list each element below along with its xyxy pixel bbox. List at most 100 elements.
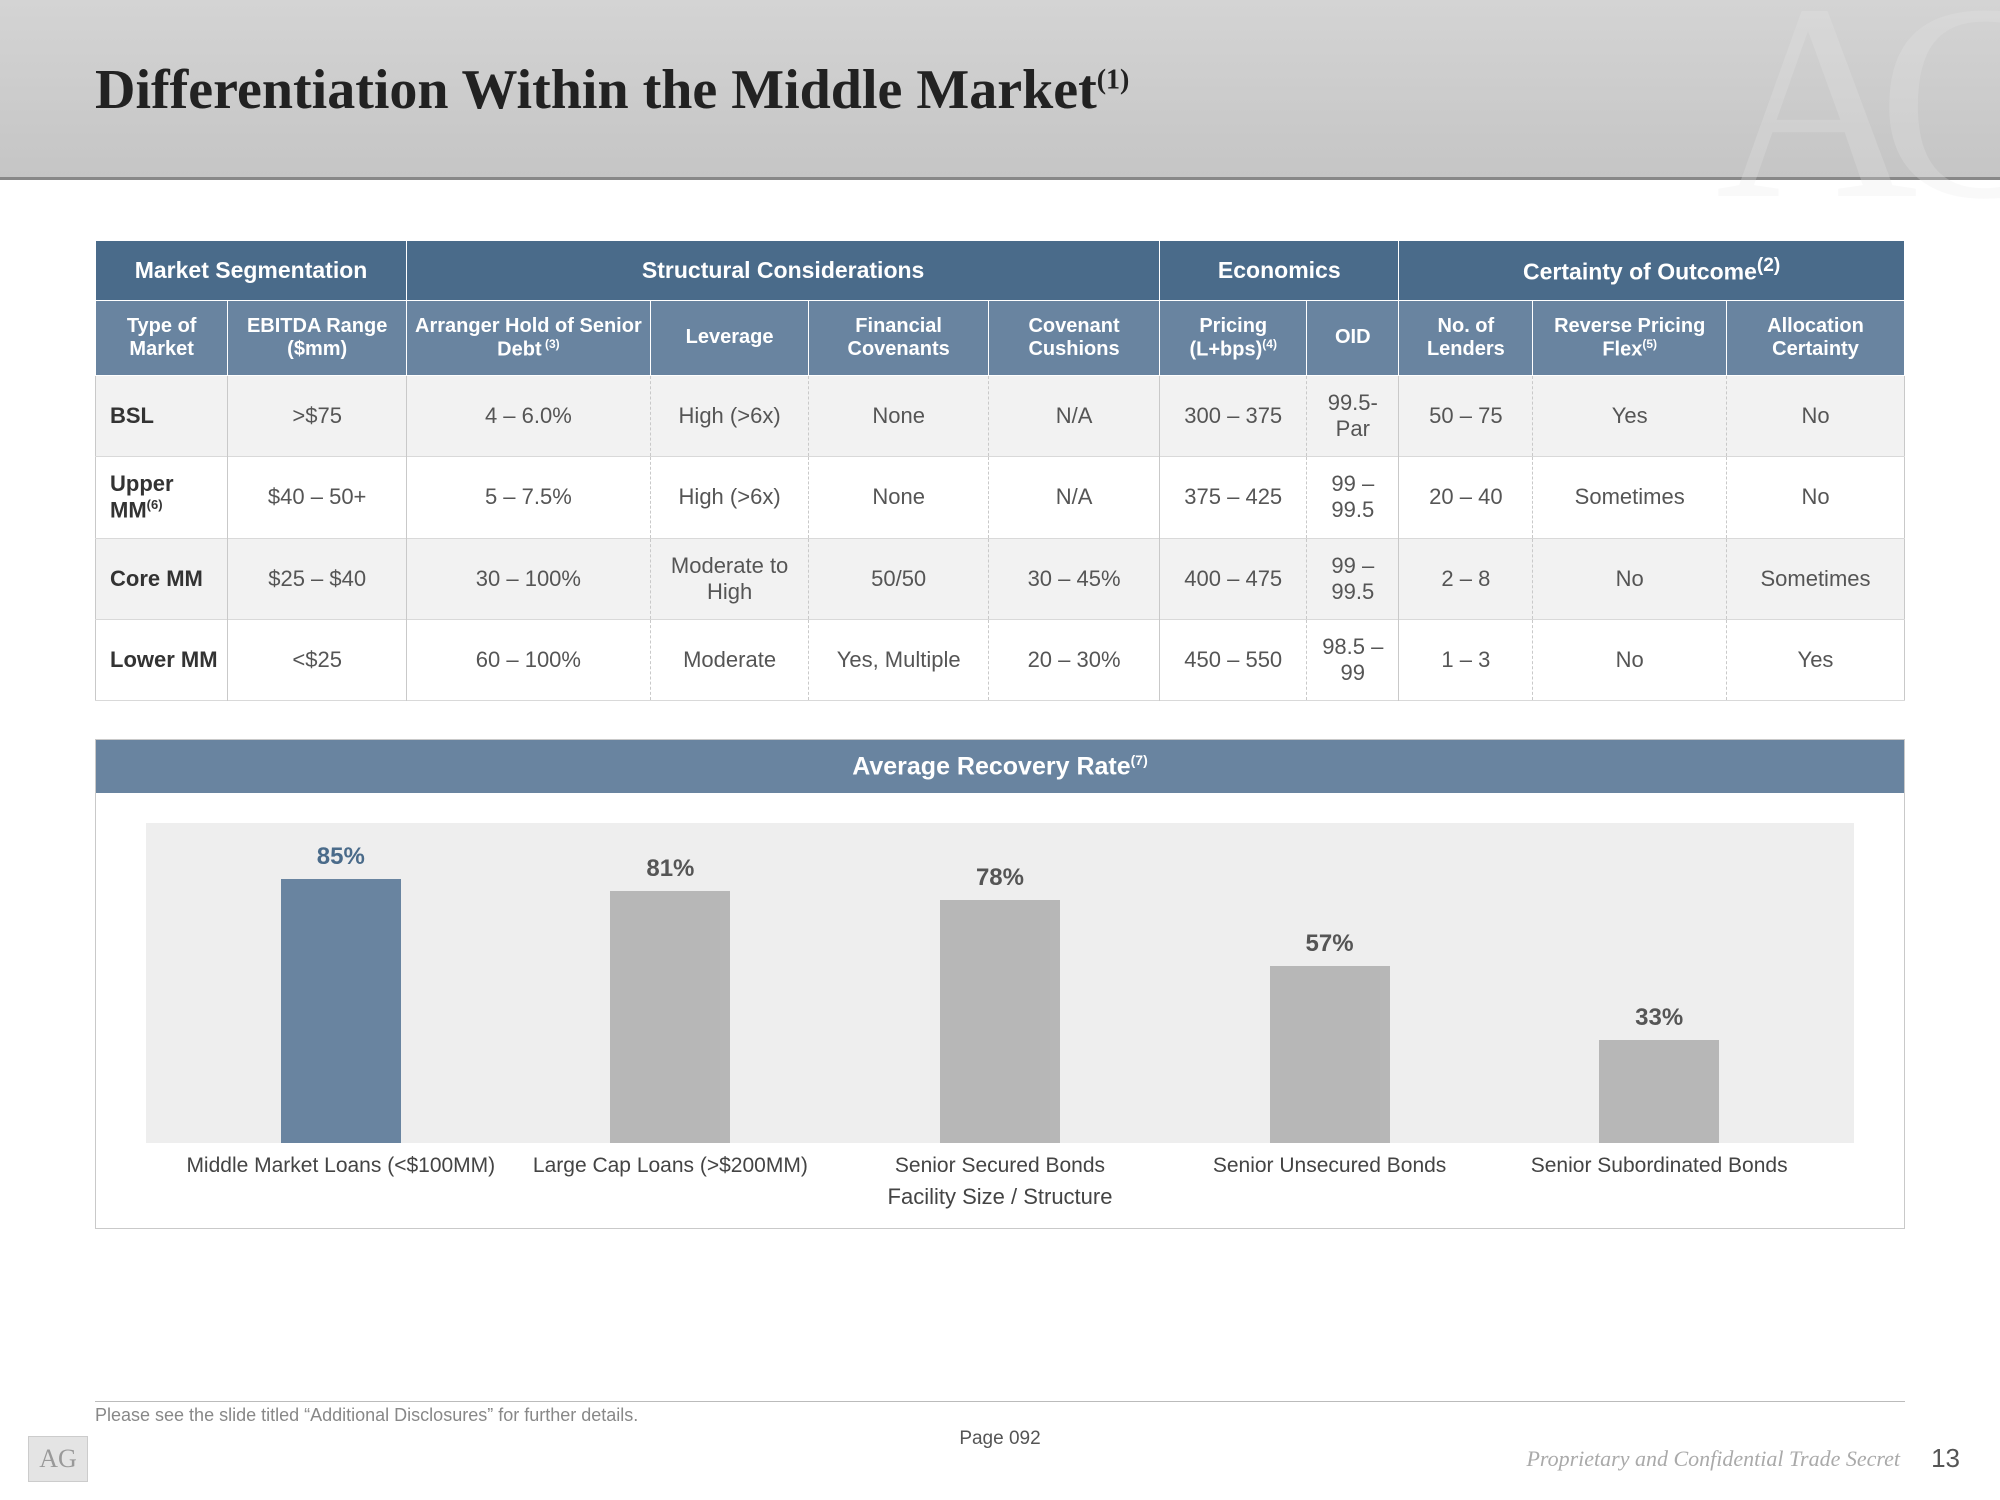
table-cell: 375 – 425 — [1160, 457, 1307, 538]
table-cell: 20 – 30% — [988, 619, 1159, 700]
bar — [940, 900, 1060, 1143]
table-cell: 450 – 550 — [1160, 619, 1307, 700]
table-cell: Core MM — [96, 538, 228, 619]
bar-value-label: 81% — [646, 855, 694, 883]
table-cell: No — [1533, 538, 1727, 619]
table-column-header: EBITDA Range ($mm) — [228, 300, 407, 376]
table-column-header: Arranger Hold of Senior Debt (3) — [407, 300, 651, 376]
table-cell: Upper MM(6) — [96, 457, 228, 538]
table-row: Core MM$25 – $4030 – 100%Moderate to Hig… — [96, 538, 1905, 619]
table-cell: 4 – 6.0% — [407, 376, 651, 457]
table-row: BSL>$754 – 6.0%High (>6x)NoneN/A300 – 37… — [96, 376, 1905, 457]
table-cell: No — [1533, 619, 1727, 700]
bar-category-label: Large Cap Loans (>$200MM) — [506, 1153, 836, 1178]
header-band: AG Differentiation Within the Middle Mar… — [0, 0, 2000, 180]
table-cell: Sometimes — [1533, 457, 1727, 538]
chart-title: Average Recovery Rate(7) — [96, 740, 1904, 793]
table-cell: High (>6x) — [650, 376, 809, 457]
table-cell: Yes, Multiple — [809, 619, 988, 700]
bar — [1270, 966, 1390, 1143]
segmentation-table: Market SegmentationStructural Considerat… — [95, 240, 1905, 701]
x-axis-title: Facility Size / Structure — [146, 1184, 1854, 1210]
table-group-header: Market Segmentation — [96, 241, 407, 301]
table-cell: Sometimes — [1727, 538, 1905, 619]
table-column-header: Pricing (L+bps)(4) — [1160, 300, 1307, 376]
table-cell: 50 – 75 — [1399, 376, 1533, 457]
table-group-row: Market SegmentationStructural Considerat… — [96, 241, 1905, 301]
slide-number: 13 — [1931, 1443, 1960, 1474]
table-cell: 2 – 8 — [1399, 538, 1533, 619]
bar-value-label: 85% — [317, 843, 365, 871]
page-number: Page 092 — [959, 1428, 1040, 1450]
table-cell: Yes — [1533, 376, 1727, 457]
bar-value-label: 78% — [976, 864, 1024, 892]
bar-category-label: Middle Market Loans (<$100MM) — [176, 1153, 506, 1178]
table-cell: Lower MM — [96, 619, 228, 700]
table-cell: Moderate to High — [650, 538, 809, 619]
chart-title-text: Average Recovery Rate — [852, 752, 1130, 780]
table-cell: 30 – 45% — [988, 538, 1159, 619]
table-cell: N/A — [988, 376, 1159, 457]
table-cell: 1 – 3 — [1399, 619, 1533, 700]
slide-title-sup: (1) — [1097, 64, 1130, 95]
table-column-header: Leverage — [650, 300, 809, 376]
bar — [610, 891, 730, 1143]
bar-value-label: 33% — [1635, 1004, 1683, 1032]
chart-title-sup: (7) — [1131, 752, 1148, 768]
table-cell: No — [1727, 376, 1905, 457]
slide-title-text: Differentiation Within the Middle Market — [95, 59, 1097, 121]
table-column-header: Covenant Cushions — [988, 300, 1159, 376]
chart-body: 85% 81% 78% 57% 33% Middle Market Loans (<$1… — [96, 793, 1904, 1228]
table-cell: 98.5 – 99 — [1307, 619, 1399, 700]
table-cell: High (>6x) — [650, 457, 809, 538]
bar-column: 78% — [835, 823, 1165, 1143]
footnote-text: Please see the slide titled “Additional … — [95, 1405, 638, 1426]
table-cell: Yes — [1727, 619, 1905, 700]
bar-category-label: Senior Subordinated Bonds — [1494, 1153, 1824, 1178]
table-column-header: OID — [1307, 300, 1399, 376]
table-cell: 30 – 100% — [407, 538, 651, 619]
table-body: BSL>$754 – 6.0%High (>6x)NoneN/A300 – 37… — [96, 376, 1905, 700]
recovery-chart: Average Recovery Rate(7) 85% 81% 78% 57% 33%… — [95, 739, 1905, 1230]
table-group-header: Economics — [1160, 241, 1399, 301]
table-cell: 20 – 40 — [1399, 457, 1533, 538]
table-cell: 400 – 475 — [1160, 538, 1307, 619]
table-cell: Moderate — [650, 619, 809, 700]
bar-column: 57% — [1165, 823, 1495, 1143]
slide-title: Differentiation Within the Middle Market… — [0, 0, 2000, 122]
confidential-text: Proprietary and Confidential Trade Secre… — [1526, 1446, 1900, 1472]
table-cell: BSL — [96, 376, 228, 457]
table-cell: >$75 — [228, 376, 407, 457]
table-cell: No — [1727, 457, 1905, 538]
bar — [1599, 1040, 1719, 1143]
table-cell: 99 – 99.5 — [1307, 457, 1399, 538]
table-column-header: Type of Market — [96, 300, 228, 376]
bar-value-label: 57% — [1306, 930, 1354, 958]
bar-column: 81% — [506, 823, 836, 1143]
table-cell: <$25 — [228, 619, 407, 700]
category-row: Middle Market Loans (<$100MM)Large Cap L… — [146, 1143, 1854, 1178]
table-cell: None — [809, 457, 988, 538]
table-cell: N/A — [988, 457, 1159, 538]
footer-logo: AG — [28, 1436, 88, 1482]
plot-area: 85% 81% 78% 57% 33% — [146, 823, 1854, 1143]
content-area: Market SegmentationStructural Considerat… — [0, 180, 2000, 1229]
table-cell: $40 – 50+ — [228, 457, 407, 538]
table-cell: None — [809, 376, 988, 457]
table-row: Upper MM(6)$40 – 50+5 – 7.5%High (>6x)No… — [96, 457, 1905, 538]
table-cell: 99.5-Par — [1307, 376, 1399, 457]
table-column-row: Type of MarketEBITDA Range ($mm)Arranger… — [96, 300, 1905, 376]
bar-column: 85% — [176, 823, 506, 1143]
table-cell: 60 – 100% — [407, 619, 651, 700]
table-column-header: No. of Lenders — [1399, 300, 1533, 376]
table-group-header: Certainty of Outcome(2) — [1399, 241, 1905, 301]
table-cell: $25 – $40 — [228, 538, 407, 619]
table-group-header: Structural Considerations — [407, 241, 1160, 301]
bar-category-label: Senior Unsecured Bonds — [1165, 1153, 1495, 1178]
footer-rule — [95, 1401, 1905, 1402]
bar — [281, 879, 401, 1143]
table-cell: 50/50 — [809, 538, 988, 619]
table-column-header: Reverse Pricing Flex(5) — [1533, 300, 1727, 376]
table-row: Lower MM<$2560 – 100%ModerateYes, Multip… — [96, 619, 1905, 700]
bar-category-label: Senior Secured Bonds — [835, 1153, 1165, 1178]
